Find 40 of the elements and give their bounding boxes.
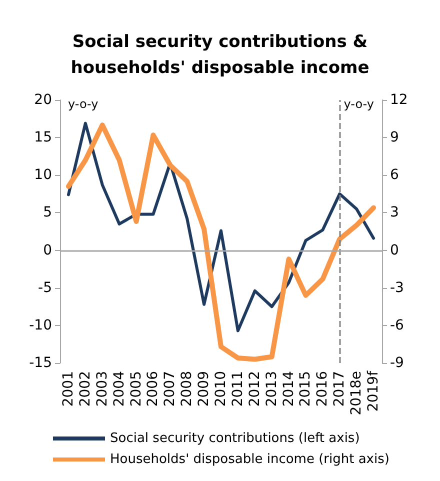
x-tick-label: 2015 — [298, 371, 314, 407]
y-tick-label: 20 — [34, 92, 52, 108]
y2-tick-label: -9 — [390, 355, 404, 371]
x-tick-label: 2001 — [60, 371, 76, 407]
x-tick-label: 2008 — [179, 371, 196, 407]
y-tick-label: -15 — [29, 355, 52, 371]
x-tick-label: 2013 — [264, 371, 280, 407]
x-tick-label: 2012 — [246, 371, 263, 407]
y2-tick-label: 12 — [390, 92, 408, 108]
y2-tick-label: 3 — [390, 204, 399, 221]
y-tick-label: 5 — [43, 204, 52, 221]
chart-title: Social security contributions & households' disposable income — [70, 32, 370, 78]
x-tick-label: 2016 — [314, 370, 331, 407]
y-tick-label: 0 — [43, 242, 52, 258]
legend-label: Social security contributions (left axis) — [110, 431, 360, 446]
x-tick-label: 2011 — [230, 371, 246, 407]
y2-tick-label: -6 — [390, 317, 404, 334]
y-tick-label: 15 — [34, 130, 52, 146]
x-tick-label: 2004 — [111, 370, 128, 407]
y2-tick-label: -3 — [390, 280, 404, 296]
y-tick-label: -5 — [38, 280, 52, 296]
x-tick-label: 2009 — [196, 371, 212, 407]
legend-label: Households' disposable income (right axis) — [110, 452, 390, 467]
x-tick-label: 2014 — [280, 370, 297, 407]
x-tick-label: 2006 — [145, 370, 162, 407]
x-tick-label: 2017 — [332, 371, 348, 407]
y-tick-label: -10 — [29, 317, 52, 334]
y2-tick-label: 6 — [390, 167, 399, 184]
x-tick-label: 2002 — [77, 371, 94, 407]
x-tick-label: 2007 — [162, 371, 178, 407]
y-tick-label: 10 — [34, 167, 52, 184]
x-tick-label: 2003 — [94, 371, 110, 407]
x-tick-label: 2010 — [213, 371, 229, 407]
x-tick-label: 2005 — [128, 371, 144, 407]
x-tick-label: 2018e — [348, 371, 365, 416]
y2-tick-label: 9 — [390, 130, 399, 146]
y2-tick-label: 0 — [390, 242, 399, 258]
annotation: y-o-y — [68, 97, 98, 111]
x-tick-label: 2019f — [366, 370, 382, 412]
annotation: y-o-y — [344, 97, 374, 111]
